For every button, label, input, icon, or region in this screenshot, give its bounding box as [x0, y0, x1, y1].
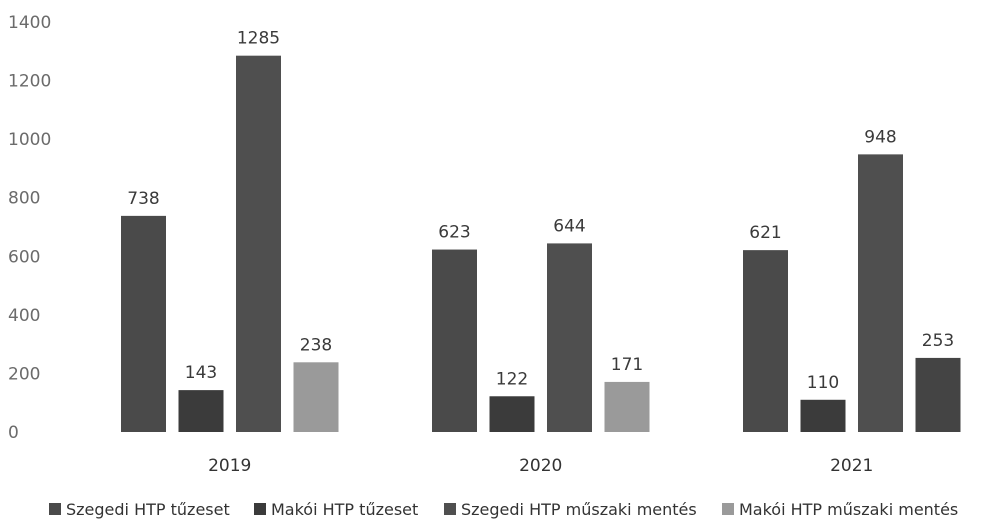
data-label: 143: [185, 363, 217, 383]
legend-swatch: [49, 503, 61, 515]
legend-swatch: [444, 503, 456, 515]
x-tick-label: 2021: [830, 456, 873, 476]
data-label: 644: [553, 216, 585, 236]
bar: [547, 243, 592, 432]
x-tick-label: 2019: [208, 456, 251, 476]
y-tick-label: 800: [8, 189, 40, 209]
y-tick-label: 1400: [8, 13, 51, 33]
data-label: 110: [807, 373, 839, 393]
y-tick-label: 600: [8, 247, 40, 267]
data-label: 238: [300, 335, 332, 355]
legend-swatch: [254, 503, 266, 515]
y-tick-label: 1200: [8, 72, 51, 92]
bar: [236, 55, 281, 433]
legend-label: Szegedi HTP műszaki mentés: [461, 500, 697, 519]
bar: [743, 250, 788, 432]
legend-label: Szegedi HTP tűzeset: [66, 500, 230, 519]
bar: [178, 390, 224, 432]
bar: [604, 381, 650, 432]
data-label: 738: [127, 189, 159, 209]
bar: [121, 215, 166, 432]
data-label: 621: [749, 223, 781, 243]
y-tick-label: 200: [8, 364, 40, 384]
data-label: 253: [922, 331, 954, 351]
x-axis: 2019 2020 2021: [208, 456, 873, 476]
bar: [858, 154, 903, 432]
data-label: 122: [496, 369, 528, 389]
bars-group: [121, 55, 961, 433]
data-label: 948: [864, 127, 896, 147]
y-axis: 0 200 400 600 800 1000 1200 1400: [8, 13, 51, 443]
data-label: 171: [611, 355, 643, 375]
bar: [489, 396, 535, 432]
bar: [293, 362, 339, 432]
bar: [915, 357, 961, 432]
bar: [432, 249, 477, 432]
legend-label: Makói HTP műszaki mentés: [739, 500, 958, 519]
data-labels-group: 738 143 1285 238 623 122 644 171 621 110 948 253: [127, 29, 954, 393]
y-tick-label: 400: [8, 306, 40, 326]
legend: Szegedi HTP tűzeset Makói HTP tűzeset Szeg…: [49, 500, 958, 519]
data-label: 623: [438, 223, 470, 243]
data-label: 1285: [237, 29, 280, 49]
y-tick-label: 0: [8, 423, 19, 443]
x-tick-label: 2020: [519, 456, 562, 476]
y-tick-label: 1000: [8, 130, 51, 150]
legend-label: Makói HTP tűzeset: [271, 500, 418, 519]
legend-swatch: [722, 503, 734, 515]
bar: [800, 399, 846, 432]
